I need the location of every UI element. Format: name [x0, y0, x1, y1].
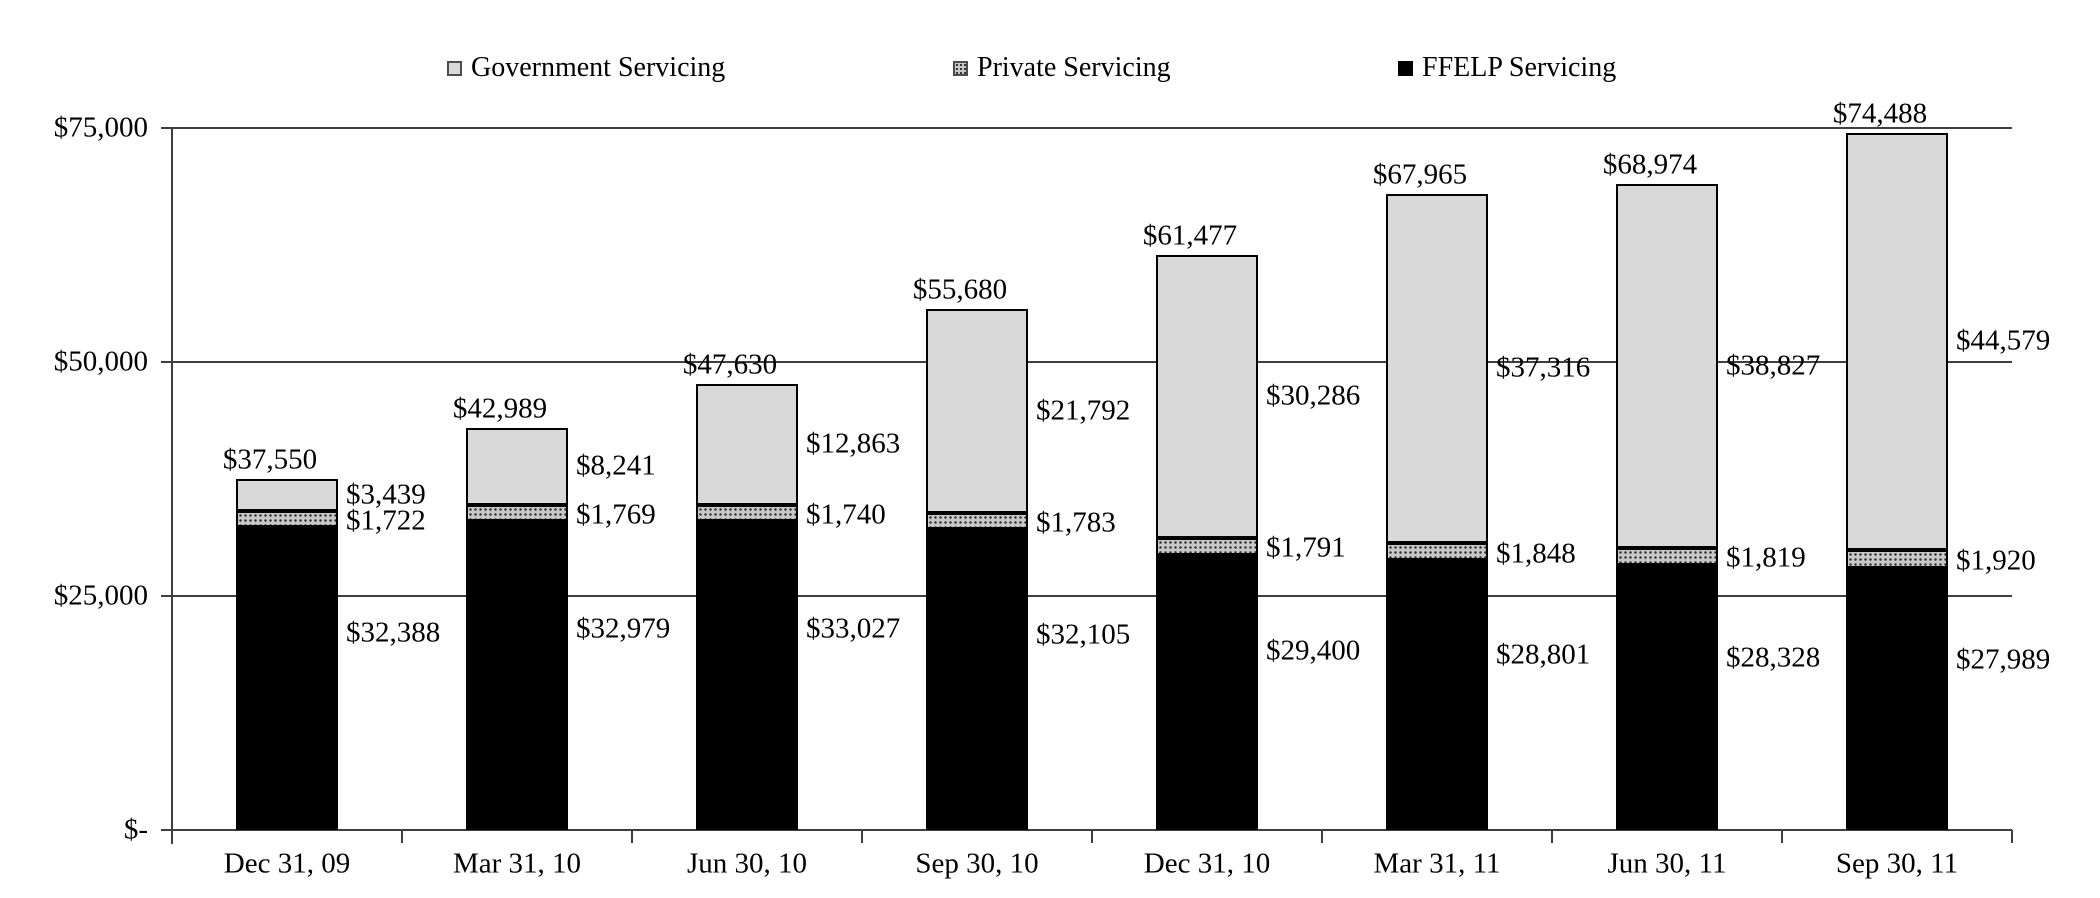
x-axis-tick: [1551, 830, 1553, 843]
bar-government-segment: [1156, 254, 1258, 539]
private-data-label: $1,722: [346, 504, 426, 537]
private-data-label: $1,791: [1266, 531, 1346, 564]
x-axis-category-label: Jun 30, 10: [686, 847, 808, 880]
ffelp-data-label: $27,989: [1956, 643, 2051, 676]
legend-item-ffelp: FFELP Servicing: [1398, 50, 1616, 86]
x-axis-category-label: Sep 30, 11: [1835, 847, 1959, 880]
ffelp-data-label: $33,027: [806, 612, 901, 645]
bar-government-segment: [1386, 193, 1488, 544]
ffelp-data-label: $28,801: [1496, 638, 1591, 671]
legend-label-government: Government Servicing: [471, 52, 726, 83]
ffelp-data-label: $32,105: [1036, 618, 1131, 651]
total-data-label: $42,989: [452, 392, 548, 425]
total-data-label: $61,477: [1142, 219, 1238, 252]
ffelp-swatch-icon: [1398, 60, 1413, 76]
ffelp-data-label: $29,400: [1266, 634, 1361, 667]
x-axis-tick: [401, 830, 403, 843]
y-gridline: [163, 595, 2012, 597]
x-axis-tick: [1781, 830, 1783, 843]
government-data-label: $21,792: [1036, 394, 1131, 427]
government-data-label: $44,579: [1956, 324, 2051, 357]
bar-ffelp-segment: [1616, 564, 1718, 830]
ffelp-data-label: $28,328: [1726, 641, 1821, 674]
x-axis-category-label: Sep 30, 10: [915, 847, 1039, 880]
private-data-label: $1,848: [1496, 537, 1576, 570]
private-data-label: $1,769: [576, 498, 656, 531]
government-data-label: $30,286: [1266, 379, 1361, 412]
y-gridline: [163, 361, 2012, 363]
legend-label-private: Private Servicing: [977, 52, 1171, 83]
government-data-label: $38,827: [1726, 349, 1821, 382]
x-axis-category-label: Mar 31, 10: [452, 847, 582, 880]
y-axis-tick-label: $-: [123, 813, 148, 846]
x-axis-tick: [1091, 830, 1093, 843]
x-axis-category-label: Jun 30, 11: [1607, 847, 1727, 880]
private-data-label: $1,740: [806, 498, 886, 531]
bar-government-segment: [926, 308, 1028, 513]
bar-private-segment: [1846, 550, 1948, 569]
private-data-label: $1,819: [1726, 541, 1806, 574]
legend-item-private: Private Servicing: [953, 50, 1171, 86]
total-data-label: $68,974: [1602, 148, 1698, 181]
bar-ffelp-segment: [696, 520, 798, 830]
x-axis-category-label: Dec 31, 09: [223, 847, 351, 880]
ffelp-data-label: $32,388: [346, 616, 441, 649]
y-axis-line: [171, 128, 173, 844]
bar-government-segment: [1616, 184, 1718, 548]
y-axis-tick: [161, 829, 172, 831]
total-data-label: $55,680: [912, 273, 1008, 306]
bar-private-segment: [1156, 538, 1258, 555]
total-data-label: $74,488: [1832, 97, 1928, 130]
y-axis-tick: [161, 361, 172, 363]
private-swatch-icon: [953, 60, 968, 76]
government-swatch-icon: [447, 60, 462, 76]
bar-government-segment: [466, 427, 568, 505]
private-data-label: $1,920: [1956, 544, 2036, 577]
government-data-label: $8,241: [576, 449, 656, 482]
x-axis-tick: [631, 830, 633, 843]
bar-government-segment: [236, 478, 338, 511]
x-axis-tick: [171, 830, 173, 843]
bar-private-segment: [236, 510, 338, 527]
bar-private-segment: [466, 504, 568, 522]
bar-private-segment: [1616, 547, 1718, 565]
x-axis-category-label: Dec 31, 10: [1143, 847, 1271, 880]
total-data-label: $67,965: [1372, 158, 1468, 191]
x-axis-tick: [861, 830, 863, 843]
legend-label-ffelp: FFELP Servicing: [1422, 52, 1617, 83]
government-data-label: $3,439: [346, 478, 426, 511]
bar-ffelp-segment: [466, 521, 568, 830]
y-axis-tick: [161, 127, 172, 129]
y-axis-tick-label: $25,000: [53, 579, 148, 612]
private-data-label: $1,783: [1036, 506, 1116, 539]
bar-ffelp-segment: [236, 526, 338, 830]
bar-government-segment: [1846, 132, 1948, 551]
total-data-label: $37,550: [222, 443, 318, 476]
bar-ffelp-segment: [1386, 560, 1488, 830]
y-axis-tick-label: $50,000: [53, 345, 148, 378]
x-axis-tick: [2011, 830, 2013, 843]
y-axis-tick: [161, 595, 172, 597]
bar-private-segment: [926, 512, 1028, 530]
x-axis-category-label: Mar 31, 11: [1373, 847, 1501, 880]
ffelp-data-label: $32,979: [576, 612, 671, 645]
total-data-label: $47,630: [682, 348, 778, 381]
y-gridline: [163, 127, 2012, 129]
y-axis-tick-label: $75,000: [53, 111, 148, 144]
bar-ffelp-segment: [926, 529, 1028, 830]
bar-ffelp-segment: [1846, 568, 1948, 830]
government-data-label: $12,863: [806, 427, 901, 460]
x-axis-tick: [1321, 830, 1323, 843]
government-data-label: $37,316: [1496, 351, 1591, 384]
legend-item-government: Government Servicing: [447, 50, 725, 86]
bar-private-segment: [696, 504, 798, 521]
bar-ffelp-segment: [1156, 554, 1258, 830]
bar-private-segment: [1386, 543, 1488, 561]
bar-government-segment: [696, 384, 798, 505]
